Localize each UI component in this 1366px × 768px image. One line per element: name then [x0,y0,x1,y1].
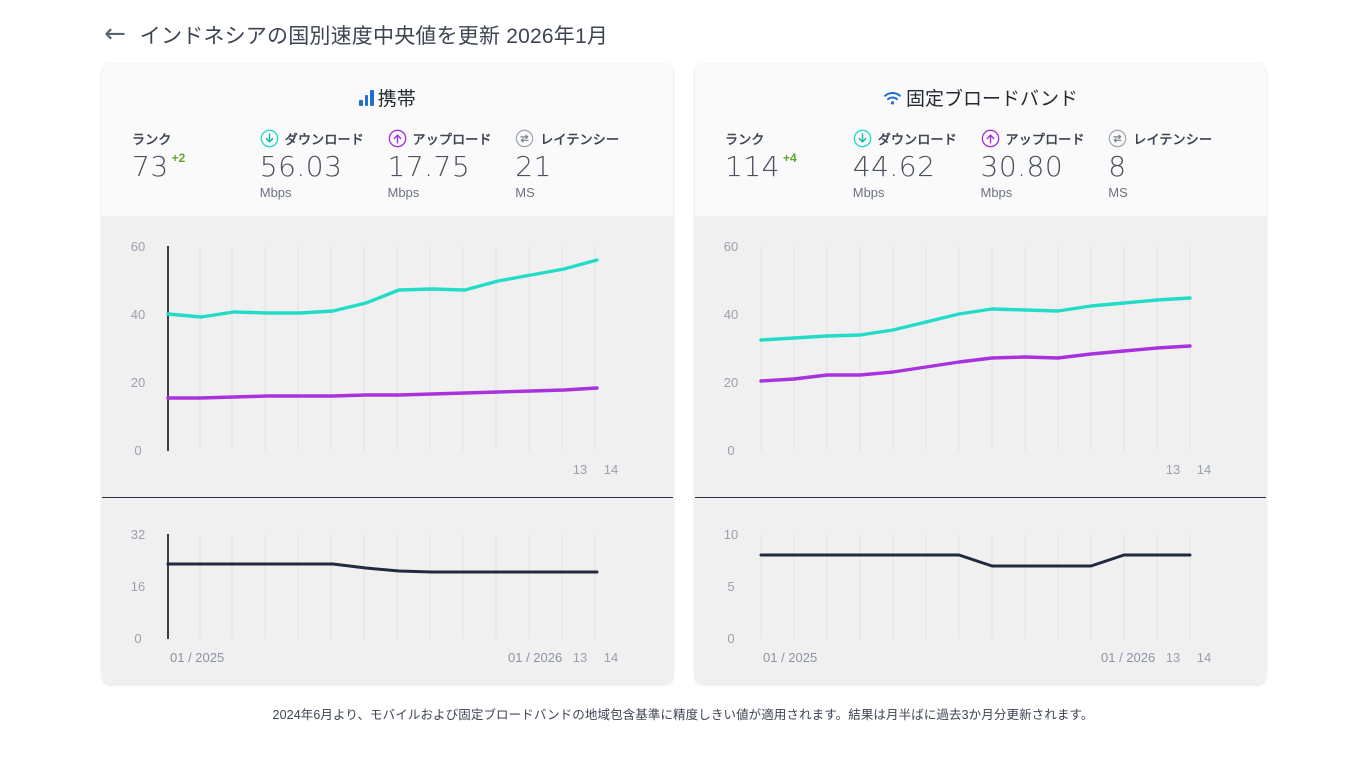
gridlines [760,246,1191,451]
gridlines [199,534,596,639]
stat-download-unit: Mbps [259,185,292,200]
stat-upload-value: 17.75 [387,150,471,183]
xtick: 13 [1166,650,1180,665]
stat-download-label: ダウンロード [284,131,364,147]
ytick: 10 [724,527,738,542]
page-header: ← インドネシアの国別速度中央値を更新 2026年1月 [0,0,1366,56]
series-latency-line [759,553,1192,568]
upload-arrow-icon [388,129,406,147]
stat-rank-delta: +4 [782,151,797,165]
xlabel-start: 01 / 2025 [763,650,817,665]
stat-download: ダウンロード 56.03 Mbps [260,127,388,200]
stat-upload-unit: Mbps [980,185,1013,200]
stat-rank-label: ランク [132,131,172,147]
stat-latency: レイテンシー 8 MS [1108,127,1236,200]
ytick: 0 [134,443,141,458]
stat-download-unit: Mbps [852,185,885,200]
stat-latency-label: レイテンシー [540,131,620,147]
ytick: 40 [131,307,145,322]
broadband-latency-chart: 10 5 0 [695,498,1266,684]
cards-row: 携帯 ランク 73 +2 ダウンロード [0,56,1366,684]
stat-rank: ランク 114 +4 [725,127,853,200]
series-upload-line [759,344,1192,383]
xtick: 14 [1197,650,1211,665]
ytick: 0 [727,443,734,458]
xtick: 14 [604,462,618,477]
xlabel-end: 01 / 2026 [1101,650,1155,665]
footer-note: 2024年6月より、モバイルおよび固定ブロードバンドの地域包含基準に精度しきい値… [272,708,1094,722]
stat-download-value: 44.62 [852,150,936,183]
upload-arrow-icon [981,129,999,147]
xtick: 14 [1197,462,1211,477]
ytick: 20 [724,375,738,390]
stat-upload-unit: Mbps [387,185,420,200]
gridlines [760,534,1191,639]
arrow-left-icon[interactable]: ← [104,18,126,49]
card-broadband-title: 固定ブロードバンド [906,89,1078,110]
xlabel-start: 01 / 2025 [170,650,224,665]
ytick: 0 [134,631,141,646]
series-latency-line [166,562,599,574]
stat-rank-value: 114 [725,150,780,183]
stat-latency-value: 21 [515,150,552,183]
xlabel-end: 01 / 2026 [508,650,562,665]
card-mobile-stats: ランク 73 +2 ダウンロード 56.03 [102,127,673,216]
stat-upload: アップロード 17.75 Mbps [388,127,516,200]
xtick: 14 [604,650,618,665]
mobile-speed-chart: 60 40 20 0 [102,216,673,497]
stat-latency-value: 8 [1108,150,1127,183]
gridlines [199,246,596,451]
card-broadband-stats: ランク 114 +4 ダウンロード 44.6 [695,127,1266,216]
card-mobile-title-row: 携帯 [102,64,673,127]
stat-latency-unit: MS [1108,185,1128,200]
ytick: 60 [131,239,145,254]
ytick: 5 [727,579,734,594]
latency-swap-icon [1108,129,1127,147]
xtick: 13 [573,462,587,477]
stat-download-value: 56.03 [259,150,343,183]
card-mobile: 携帯 ランク 73 +2 ダウンロード [102,64,673,684]
mobile-latency-chart: 32 16 0 [102,498,673,684]
wifi-icon [883,90,902,106]
series-download-line [759,296,1192,342]
signal-bars-icon [359,89,374,106]
card-fixed-broadband: 固定ブロードバンド ランク 114 +4 ダ [695,64,1266,684]
stat-latency-label: レイテンシー [1133,131,1213,147]
stat-upload: アップロード 30.80 Mbps [981,127,1109,200]
stat-upload-label: アップロード [1005,131,1085,147]
card-mobile-title: 携帯 [377,89,416,110]
ytick: 20 [131,375,145,390]
xtick: 13 [573,650,587,665]
ytick: 16 [131,579,145,594]
chart-divider [695,497,1266,498]
ytick: 60 [724,239,738,254]
series-upload-line [166,386,599,400]
stat-download: ダウンロード 44.62 Mbps [853,127,981,200]
stat-rank-delta: +2 [171,151,186,165]
ytick: 0 [727,631,734,646]
stat-upload-label: アップロード [412,131,492,147]
stat-upload-value: 30.80 [980,150,1064,183]
series-download-line [166,258,599,319]
broadband-speed-chart: 60 40 20 0 [695,216,1266,497]
stat-rank-value: 73 [132,150,169,183]
xtick: 13 [1166,462,1180,477]
download-arrow-icon [853,129,872,147]
page-title: インドネシアの国別速度中央値を更新 2026年1月 [139,25,609,48]
ytick: 40 [724,307,738,322]
stat-rank: ランク 73 +2 [132,127,260,200]
chart-divider [102,497,673,498]
stat-latency: レイテンシー 21 MS [515,127,643,200]
card-broadband-title-row: 固定ブロードバンド [695,64,1266,127]
stat-latency-unit: MS [515,185,535,200]
stat-rank-label: ランク [725,131,765,147]
download-arrow-icon [260,129,279,147]
latency-swap-icon [515,129,534,147]
ytick: 32 [131,527,145,542]
stat-download-label: ダウンロード [877,131,957,147]
